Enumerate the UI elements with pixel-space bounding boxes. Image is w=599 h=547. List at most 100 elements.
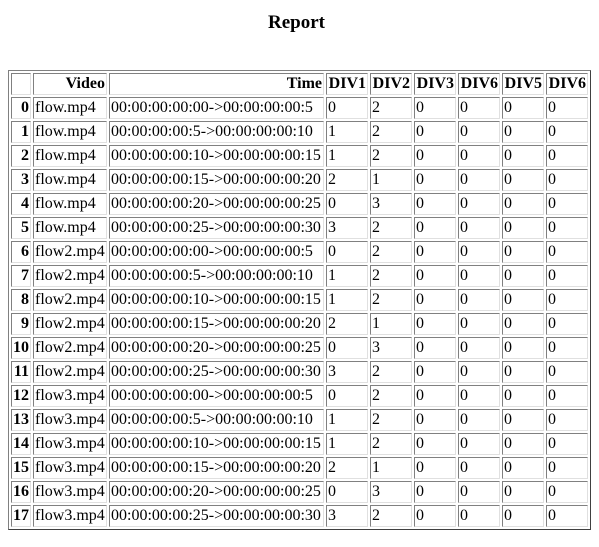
div1-cell: 0 [326, 337, 368, 359]
video-cell: flow2.mp4 [33, 313, 107, 335]
div1-cell: 3 [326, 217, 368, 239]
div6-cell: 0 [458, 385, 500, 407]
video-cell: flow.mp4 [33, 97, 107, 119]
div1-cell: 0 [326, 481, 368, 503]
div1-cell: 1 [326, 409, 368, 431]
div3-cell: 0 [414, 505, 456, 527]
div6-cell: 0 [458, 361, 500, 383]
div6-column-header: DIV6 [458, 73, 500, 95]
div6-cell: 0 [458, 457, 500, 479]
div1-column-header: DIV1 [326, 73, 368, 95]
time-cell: 00:00:00:00:25->00:00:00:00:30 [109, 505, 324, 527]
video-cell: flow3.mp4 [33, 481, 107, 503]
time-cell: 00:00:00:00:00->00:00:00:00:5 [109, 97, 324, 119]
time-cell: 00:00:00:00:20->00:00:00:00:25 [109, 337, 324, 359]
div1-cell: 1 [326, 121, 368, 143]
div2-cell: 3 [370, 481, 412, 503]
div3-cell: 0 [414, 361, 456, 383]
div5-cell: 0 [502, 481, 544, 503]
div5-cell: 0 [502, 433, 544, 455]
div6b-cell: 0 [546, 481, 588, 503]
div2-cell: 1 [370, 169, 412, 191]
div6b-cell: 0 [546, 169, 588, 191]
table-header-row: Video Time DIV1 DIV2 DIV3 DIV6 DIV5 DIV6 [11, 73, 588, 95]
row-index: 13 [11, 409, 31, 431]
div2-cell: 2 [370, 145, 412, 167]
div2-cell: 2 [370, 241, 412, 263]
div6-cell: 0 [458, 409, 500, 431]
table-body: 0 flow.mp4 00:00:00:00:00->00:00:00:00:5 0 2… [11, 97, 588, 527]
div6b-cell: 0 [546, 265, 588, 287]
div5-cell: 0 [502, 217, 544, 239]
div2-cell: 2 [370, 265, 412, 287]
div6b-column-header: DIV6 [546, 73, 588, 95]
div5-cell: 0 [502, 505, 544, 527]
div5-cell: 0 [502, 193, 544, 215]
time-cell: 00:00:00:00:15->00:00:00:00:20 [109, 169, 324, 191]
table-row: 12 flow3.mp4 00:00:00:00:00->00:00:00:00:5… [11, 385, 588, 407]
div6b-cell: 0 [546, 121, 588, 143]
div1-cell: 3 [326, 361, 368, 383]
table-row: 17 flow3.mp4 00:00:00:00:25->00:00:00:00:3… [11, 505, 588, 527]
div3-cell: 0 [414, 481, 456, 503]
div1-cell: 0 [326, 385, 368, 407]
div6-cell: 0 [458, 289, 500, 311]
div5-cell: 0 [502, 289, 544, 311]
div1-cell: 1 [326, 145, 368, 167]
time-cell: 00:00:00:00:15->00:00:00:00:20 [109, 457, 324, 479]
div3-cell: 0 [414, 169, 456, 191]
div1-cell: 2 [326, 169, 368, 191]
div6b-cell: 0 [546, 217, 588, 239]
table-row: 4 flow.mp4 00:00:00:00:20->00:00:00:00:25 0… [11, 193, 588, 215]
div5-cell: 0 [502, 313, 544, 335]
div1-cell: 1 [326, 433, 368, 455]
time-cell: 00:00:00:00:15->00:00:00:00:20 [109, 313, 324, 335]
div1-cell: 1 [326, 265, 368, 287]
div3-cell: 0 [414, 313, 456, 335]
row-index: 8 [11, 289, 31, 311]
row-index: 2 [11, 145, 31, 167]
div6b-cell: 0 [546, 505, 588, 527]
div6-cell: 0 [458, 337, 500, 359]
video-column-header: Video [33, 73, 107, 95]
div2-cell: 2 [370, 217, 412, 239]
table-row: 13 flow3.mp4 00:00:00:00:5->00:00:00:00:10… [11, 409, 588, 431]
time-column-header: Time [109, 73, 324, 95]
table-row: 16 flow3.mp4 00:00:00:00:20->00:00:00:00:2… [11, 481, 588, 503]
div5-cell: 0 [502, 409, 544, 431]
table-row: 15 flow3.mp4 00:00:00:00:15->00:00:00:00:2… [11, 457, 588, 479]
div2-cell: 3 [370, 337, 412, 359]
div6b-cell: 0 [546, 145, 588, 167]
div2-cell: 2 [370, 361, 412, 383]
div6-cell: 0 [458, 169, 500, 191]
table-row: 0 flow.mp4 00:00:00:00:00->00:00:00:00:5 0 2… [11, 97, 588, 119]
row-index: 9 [11, 313, 31, 335]
row-index: 17 [11, 505, 31, 527]
div3-cell: 0 [414, 433, 456, 455]
div1-cell: 1 [326, 289, 368, 311]
time-cell: 00:00:00:00:5->00:00:00:00:10 [109, 409, 324, 431]
div5-cell: 0 [502, 361, 544, 383]
time-cell: 00:00:00:00:10->00:00:00:00:15 [109, 433, 324, 455]
div6-cell: 0 [458, 313, 500, 335]
video-cell: flow2.mp4 [33, 265, 107, 287]
div6b-cell: 0 [546, 457, 588, 479]
div3-column-header: DIV3 [414, 73, 456, 95]
video-cell: flow2.mp4 [33, 361, 107, 383]
div2-cell: 2 [370, 121, 412, 143]
div3-cell: 0 [414, 409, 456, 431]
div6-cell: 0 [458, 193, 500, 215]
div5-cell: 0 [502, 457, 544, 479]
video-cell: flow2.mp4 [33, 337, 107, 359]
div2-cell: 3 [370, 193, 412, 215]
div2-cell: 2 [370, 409, 412, 431]
table-row: 3 flow.mp4 00:00:00:00:15->00:00:00:00:20 2… [11, 169, 588, 191]
row-index: 15 [11, 457, 31, 479]
div3-cell: 0 [414, 385, 456, 407]
div1-cell: 0 [326, 193, 368, 215]
video-cell: flow.mp4 [33, 121, 107, 143]
div6-cell: 0 [458, 121, 500, 143]
table-row: 8 flow2.mp4 00:00:00:00:10->00:00:00:00:15… [11, 289, 588, 311]
row-index: 3 [11, 169, 31, 191]
table-row: 11 flow2.mp4 00:00:00:00:25->00:00:00:00:3… [11, 361, 588, 383]
